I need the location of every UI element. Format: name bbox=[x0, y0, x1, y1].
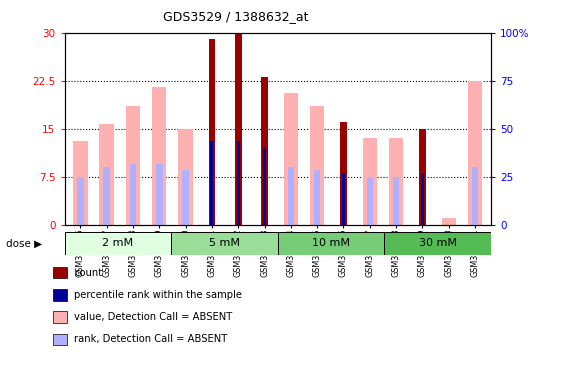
Text: value, Detection Call = ABSENT: value, Detection Call = ABSENT bbox=[74, 312, 232, 322]
Bar bbox=[314, 170, 320, 225]
Bar bbox=[284, 93, 298, 225]
Bar bbox=[468, 81, 482, 225]
Bar bbox=[171, 232, 278, 255]
Text: count: count bbox=[74, 268, 102, 278]
Bar bbox=[178, 129, 193, 225]
Bar bbox=[73, 141, 88, 225]
Bar bbox=[389, 138, 403, 225]
Bar bbox=[421, 174, 424, 225]
Bar bbox=[288, 167, 294, 225]
Bar bbox=[419, 129, 426, 225]
Bar bbox=[103, 167, 110, 225]
Bar bbox=[342, 174, 345, 225]
Bar bbox=[442, 218, 456, 225]
Bar bbox=[99, 124, 114, 225]
Text: 30 mM: 30 mM bbox=[419, 238, 457, 248]
Bar bbox=[152, 87, 167, 225]
Bar bbox=[340, 122, 347, 225]
Bar bbox=[472, 167, 479, 225]
Text: 2 mM: 2 mM bbox=[102, 238, 134, 248]
Bar bbox=[384, 232, 491, 255]
Bar bbox=[77, 177, 84, 225]
Bar bbox=[235, 33, 241, 225]
Bar bbox=[210, 141, 214, 225]
Bar bbox=[263, 148, 266, 225]
Bar bbox=[126, 106, 140, 225]
Bar bbox=[130, 164, 136, 225]
Text: rank, Detection Call = ABSENT: rank, Detection Call = ABSENT bbox=[74, 334, 227, 344]
Bar bbox=[278, 232, 384, 255]
Text: 10 mM: 10 mM bbox=[312, 238, 350, 248]
Text: dose ▶: dose ▶ bbox=[6, 238, 42, 248]
Text: 5 mM: 5 mM bbox=[209, 238, 240, 248]
Bar bbox=[261, 78, 268, 225]
Bar bbox=[65, 232, 171, 255]
Bar bbox=[310, 106, 324, 225]
Bar bbox=[156, 164, 163, 225]
Bar bbox=[209, 39, 215, 225]
Bar bbox=[393, 177, 399, 225]
Bar bbox=[366, 177, 373, 225]
Text: percentile rank within the sample: percentile rank within the sample bbox=[74, 290, 242, 300]
Bar bbox=[182, 170, 189, 225]
Text: GDS3529 / 1388632_at: GDS3529 / 1388632_at bbox=[163, 10, 309, 23]
Bar bbox=[237, 141, 240, 225]
Bar bbox=[362, 138, 377, 225]
